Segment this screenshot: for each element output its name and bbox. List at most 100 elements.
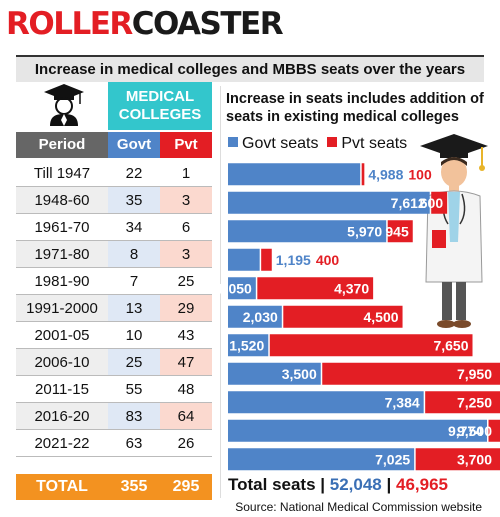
pvt-seats-label: 7,650: [433, 337, 468, 353]
period-cell: 1971-80: [16, 241, 108, 267]
pvt-seats-bar: [261, 248, 272, 271]
govt-colleges-cell: 10: [125, 327, 143, 344]
pvt-seats-bar: [488, 419, 500, 442]
pvt-seats-bar: [283, 305, 403, 328]
pvt-seats-label: 945: [385, 223, 409, 239]
graduate-icon: [44, 84, 84, 126]
govt-colleges-cell: 8: [108, 241, 160, 267]
legend-pvt-label: Pvt seats: [341, 135, 408, 152]
pvt-seats-label: 400: [316, 252, 340, 268]
pvt-seats-label: 7,250: [457, 394, 492, 410]
pvt-seats-label: 4,370: [334, 280, 369, 296]
pvt-seats-label: 4,500: [363, 309, 398, 325]
pvt-column-header: Pvt: [160, 132, 212, 158]
legend-govt-swatch: [228, 137, 238, 147]
legend-govt-label: Govt seats: [242, 135, 319, 152]
govt-seats-label: 7,384: [385, 394, 420, 410]
govt-colleges-cell: 63: [125, 435, 143, 452]
govt-seats-bar: [228, 448, 415, 471]
govt-seats-bar: [228, 163, 361, 186]
govt-seats-bar: [228, 334, 269, 357]
colleges-table: Till 1947 22 1 1948-60 35 3 1961-70 34 6 1971-80 8…: [16, 160, 212, 457]
govt-seats-bar: [228, 305, 282, 328]
govt-seats-bar: [228, 277, 256, 300]
pvt-colleges-cell: 64: [160, 403, 212, 429]
govt-column-header: Govt: [108, 132, 160, 158]
table-row: 1971-80 8 3: [16, 241, 212, 268]
period-cell: 2001-05: [34, 327, 90, 344]
govt-seats-label: 1,520: [229, 337, 264, 353]
pvt-colleges-cell: 3: [160, 241, 212, 267]
total-seats-separator: |: [386, 475, 392, 494]
pvt-seats-bar: [257, 277, 374, 300]
govt-colleges-cell: 34: [125, 219, 143, 236]
period-cell: 2016-20: [16, 403, 108, 429]
govt-colleges-cell: 13: [108, 295, 160, 321]
pvt-seats-label: 9,500: [457, 423, 492, 439]
govt-seats-label: 3,500: [282, 366, 317, 382]
period-column-header: Period: [16, 132, 108, 158]
govt-seats-label: 5,970: [347, 223, 382, 239]
govt-colleges-cell: 35: [108, 187, 160, 213]
table-row: 2011-15 55 48: [16, 376, 212, 403]
pvt-seats-bar: [425, 391, 500, 414]
period-cell: 2011-15: [35, 381, 89, 398]
govt-seats-bar: [228, 220, 387, 243]
govt-colleges-cell: 22: [125, 165, 143, 182]
table-row: 1948-60 35 3: [16, 187, 212, 214]
table-row: Till 1947 22 1: [16, 160, 212, 187]
govt-seats-bar: [228, 362, 321, 385]
chart-title: ROLLERCOASTER: [6, 4, 284, 44]
period-cell: 1991-2000: [16, 295, 108, 321]
pvt-seats-bar: [322, 362, 500, 385]
pvt-seats-bar: [387, 220, 413, 243]
period-cell: Till 1947: [33, 165, 91, 182]
govt-colleges-cell: 55: [125, 381, 143, 398]
total-seats-label: Total seats |: [228, 475, 326, 494]
period-cell: 2006-10: [16, 349, 108, 375]
govt-seats-label: 7,025: [375, 451, 410, 467]
govt-seats-label: 1,195: [276, 252, 311, 268]
divider: [220, 86, 221, 498]
period-cell: 1981-90: [34, 273, 90, 290]
pvt-colleges-cell: 6: [181, 219, 191, 236]
pvt-seats-label: 7,950: [457, 366, 492, 382]
total-label: TOTAL: [36, 478, 88, 495]
subtitle: Increase in medical colleges and MBBS se…: [16, 55, 484, 82]
pvt-seats-bar: [269, 334, 473, 357]
total-seats: Total seats | 52,048 | 46,965: [228, 472, 448, 498]
title-dark-part: COASTER: [131, 6, 284, 42]
total-govt-colleges: 355: [120, 478, 148, 495]
pvt-colleges-cell: 26: [177, 435, 195, 452]
govt-colleges-cell: 83: [108, 403, 160, 429]
table-row: 2016-20 83 64: [16, 403, 212, 430]
table-row: 2001-05 10 43: [16, 322, 212, 349]
period-cell: 1948-60: [16, 187, 108, 213]
doctor-illustration: [420, 134, 488, 328]
total-row: TOTAL 355 295: [16, 474, 212, 500]
govt-seats-label: 2,030: [243, 309, 278, 325]
total-pvt-colleges: 295: [172, 478, 200, 495]
medical-colleges-header: MEDICAL COLLEGES: [108, 82, 212, 130]
legend-pvt-swatch: [327, 137, 338, 147]
govt-seats-bar: [228, 419, 488, 442]
table-row: 1961-70 34 6: [16, 214, 212, 241]
govt-seats-bar: [228, 191, 430, 214]
pvt-colleges-cell: 43: [177, 327, 195, 344]
pvt-seats-bar: [361, 163, 365, 186]
pvt-colleges-cell: 1: [181, 165, 191, 182]
seats-note: Increase in seats includes addition of s…: [226, 91, 484, 125]
legend: Govt seats Pvt seats: [228, 134, 407, 154]
govt-seats-label: 4,988: [368, 166, 403, 182]
total-govt-seats: 52,048: [329, 475, 382, 494]
pvt-colleges-cell: 48: [177, 381, 195, 398]
pvt-seats-label: 3,700: [457, 451, 492, 467]
title-red-part: ROLLER: [6, 6, 133, 42]
pvt-colleges-cell: 3: [160, 187, 212, 213]
govt-seats-bar: [228, 391, 424, 414]
period-cell: 1961-70: [34, 219, 90, 236]
source-note: Source: National Medical Commission webs…: [235, 500, 482, 514]
period-cell: 2021-22: [34, 435, 90, 452]
govt-colleges-cell: 7: [129, 273, 139, 290]
pvt-colleges-cell: 47: [160, 349, 212, 375]
